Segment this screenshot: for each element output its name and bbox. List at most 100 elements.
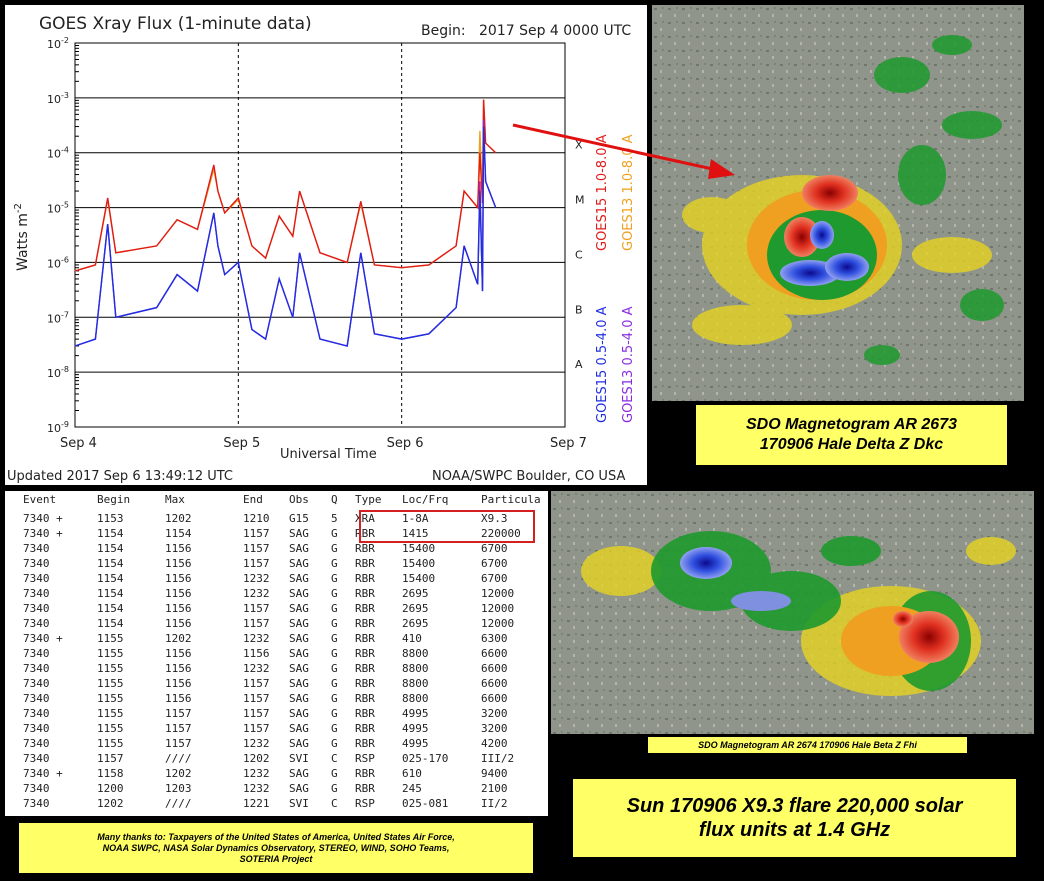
table-cell: 7340 [23,587,50,600]
series-line [74,99,497,272]
flare-headline: Sun 170906 X9.3 flare 220,000 solar flux… [573,779,1016,857]
table-cell: G [331,662,338,675]
table-cell: G [331,707,338,720]
table-cell: 7340 + [23,527,63,540]
table-cell: 025-170 [402,752,449,765]
table-cell: RSP [355,797,375,810]
series-lines [74,99,497,347]
table-header-cell: Obs [289,493,309,506]
legend-goes15-short: GOES15 0.5-4.0 A [595,306,610,423]
table-cell: 1203 [165,782,192,795]
table-cell: G15 [289,512,309,525]
table-cell: 1221 [243,797,270,810]
table-cell: 4200 [481,737,508,750]
legend-goes13-long: GOES13 1.0-8.0 A [621,134,636,251]
table-cell: 7340 [23,692,50,705]
table-cell: 1232 [243,767,270,780]
table-cell: II/2 [481,797,508,810]
table-cell: RBR [355,647,375,660]
legend-goes15-long: GOES15 1.0-8.0 A [595,134,610,251]
y-tick-label: 10-6 [47,255,69,270]
table-cell: 7340 [23,647,50,660]
y-tick-label: 10-8 [47,365,69,380]
table-cell: RBR [355,557,375,570]
table-cell: RBR [355,677,375,690]
table-row: 7340 + 1155 1202 1232 SAG G RBR 410 6300 [5,631,548,646]
table-cell: RBR [355,602,375,615]
table-cell: 1154 [97,542,124,555]
table-cell: G [331,722,338,735]
y-tick-label: 10-2 [47,36,69,51]
flare-headline-line2: flux units at 1.4 GHz [698,819,891,841]
magnetogram-ar2673-image [652,5,1024,401]
table-cell: 7340 [23,782,50,795]
table-header-cell: Q [331,493,338,506]
table-cell: 1202 [165,632,192,645]
magnetogram-ar2673-svg [652,5,1024,401]
table-cell: SAG [289,632,309,645]
table-row: 7340 1155 1156 1156 SAG G RBR 8800 6600 [5,646,548,661]
table-cell: 1154 [165,527,192,540]
series-line [74,126,497,347]
table-cell: SAG [289,722,309,735]
legend-goes13-short: GOES13 0.5-4.0 A [621,306,636,423]
table-cell: 1202 [165,512,192,525]
table-cell: 1210 [243,512,270,525]
acknowledgements: Many thanks to: Taxpayers of the United … [19,823,533,873]
table-cell: C [331,797,338,810]
table-cell: 1155 [97,707,124,720]
table-cell: 1154 [97,602,124,615]
table-cell: 1154 [97,617,124,630]
y-tick-label: 10-7 [47,310,69,325]
x-tick-label: Sep 4 [60,436,97,451]
table-cell: RBR [355,572,375,585]
magnetogram-ar2674-svg [551,491,1034,734]
flare-class-label: X [575,139,583,152]
table-cell: 15400 [402,557,436,570]
table-cell: SAG [289,602,309,615]
table-cell: 1154 [97,527,124,540]
table-header-cell: Loc/Frq [402,493,449,506]
table-row: 7340 1157 //// 1202 SVI C RSP 025-170 III/2 [5,751,548,766]
table-cell: G [331,587,338,600]
table-cell: 1157 [243,707,270,720]
event-list-table: Event Begin Max End Obs Q Type Loc/Frq Particula… [5,491,548,816]
x-axis-ticks: Sep 4 Sep 5 Sep 6 Sep 7 [60,436,587,451]
table-cell: RBR [355,737,375,750]
table-cell: 1155 [97,647,124,660]
table-cell: SAG [289,557,309,570]
table-cell: G [331,542,338,555]
table-header-cell: Type [355,493,382,506]
table-cell: RBR [355,632,375,645]
flare-class-labels: A B C M X [575,139,585,371]
table-cell: 025-081 [402,797,449,810]
table-row: 7340 1155 1156 1157 SAG G RBR 8800 6600 [5,691,548,706]
table-cell: 8800 [402,662,429,675]
table-cell: 1154 [97,572,124,585]
table-cell: 1157 [165,737,192,750]
table-cell: RBR [355,767,375,780]
xray-flux-chart: GOES Xray Flux (1-minute data) Begin: 20… [5,5,647,485]
table-cell: 6600 [481,692,508,705]
table-cell: SAG [289,617,309,630]
magnetogram-ar2673-caption-line2: 170906 Hale Delta Z Dkc [759,436,944,453]
table-cell: 7340 [23,617,50,630]
table-cell: 410 [402,632,422,645]
table-cell: 1156 [243,647,270,660]
table-cell: 1157 [243,557,270,570]
table-cell: 1157 [243,692,270,705]
table-row: 7340 1154 1156 1157 SAG G RBR 15400 6700 [5,541,548,556]
table-cell: 7340 [23,797,50,810]
table-cell: 1156 [165,662,192,675]
table-cell: 1202 [165,767,192,780]
table-cell: 1156 [165,587,192,600]
table-cell: //// [165,797,192,810]
table-row: 7340 1154 1156 1157 SAG G RBR 15400 6700 [5,556,548,571]
table-cell: G [331,617,338,630]
table-cell: 7340 [23,662,50,675]
table-cell: 1156 [165,692,192,705]
table-cell: //// [165,752,192,765]
table-cell: SAG [289,527,309,540]
table-row: 7340 1155 1157 1232 SAG G RBR 4995 4200 [5,736,548,751]
acknowledgements-line3: SOTERIA Project [239,853,313,864]
